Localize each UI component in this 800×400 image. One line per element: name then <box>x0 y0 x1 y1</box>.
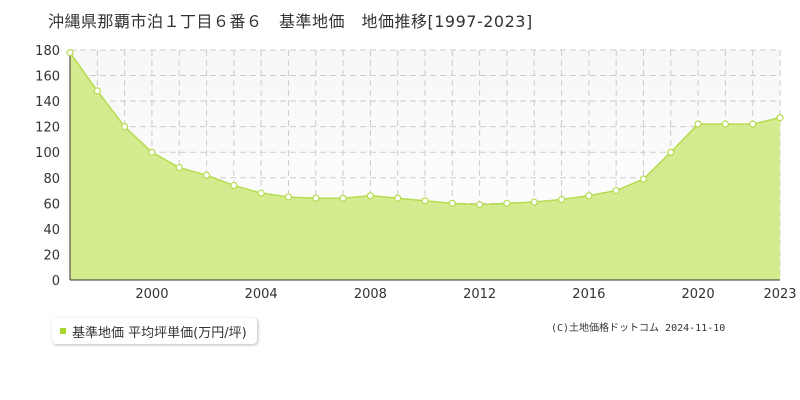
y-tick-label: 60 <box>43 197 60 212</box>
y-tick-label: 20 <box>43 248 60 263</box>
chart-legend: 基準地価 平均坪単価(万円/坪) <box>52 318 257 344</box>
data-point <box>667 148 675 156</box>
data-point <box>639 175 648 183</box>
data-point <box>121 123 129 131</box>
data-point <box>312 194 320 202</box>
y-tick-label: 140 <box>35 95 60 110</box>
data-point <box>366 192 374 200</box>
data-point <box>776 114 784 122</box>
data-point <box>612 186 620 195</box>
data-point <box>503 199 511 207</box>
copyright-text: (C)土地価格ドットコム 2024-11-10 <box>551 323 726 334</box>
x-tick-label: 2004 <box>245 287 278 302</box>
data-point <box>175 163 183 172</box>
data-point <box>257 189 265 197</box>
data-point <box>721 120 729 128</box>
legend-label: 基準地価 平均坪単価(万円/坪) <box>72 325 247 341</box>
data-point <box>448 199 456 207</box>
data-point <box>749 120 757 128</box>
data-point <box>530 198 538 206</box>
data-point <box>585 192 593 200</box>
data-point <box>202 171 211 179</box>
x-tick-label: 2000 <box>135 287 168 302</box>
data-point <box>476 201 484 209</box>
data-point <box>339 194 347 202</box>
x-tick-label: 2016 <box>572 287 605 302</box>
y-tick-label: 80 <box>43 172 60 187</box>
series-area <box>70 52 780 280</box>
x-tick-label: 2012 <box>463 287 496 302</box>
y-tick-label: 100 <box>35 146 60 161</box>
x-tick-label: 2023 <box>763 287 796 302</box>
data-point <box>557 195 566 204</box>
data-point <box>284 193 293 201</box>
y-tick-label: 160 <box>35 70 60 85</box>
x-tick-label: 2008 <box>354 287 387 302</box>
data-point <box>66 48 74 57</box>
data-point <box>93 87 101 95</box>
y-tick-label: 180 <box>35 44 60 59</box>
data-point <box>421 197 429 205</box>
y-tick-label: 0 <box>52 274 60 289</box>
x-tick-label: 2020 <box>682 287 715 302</box>
data-point <box>148 148 156 156</box>
chart-title: 沖縄県那覇市泊１丁目６番６ 基準地価 地価推移[1997-2023] <box>48 12 533 31</box>
y-tick-label: 120 <box>35 121 60 136</box>
data-point <box>230 181 238 190</box>
legend-marker-icon <box>60 328 66 334</box>
data-point <box>394 194 402 202</box>
data-point <box>694 120 702 128</box>
y-tick-label: 40 <box>43 223 60 238</box>
